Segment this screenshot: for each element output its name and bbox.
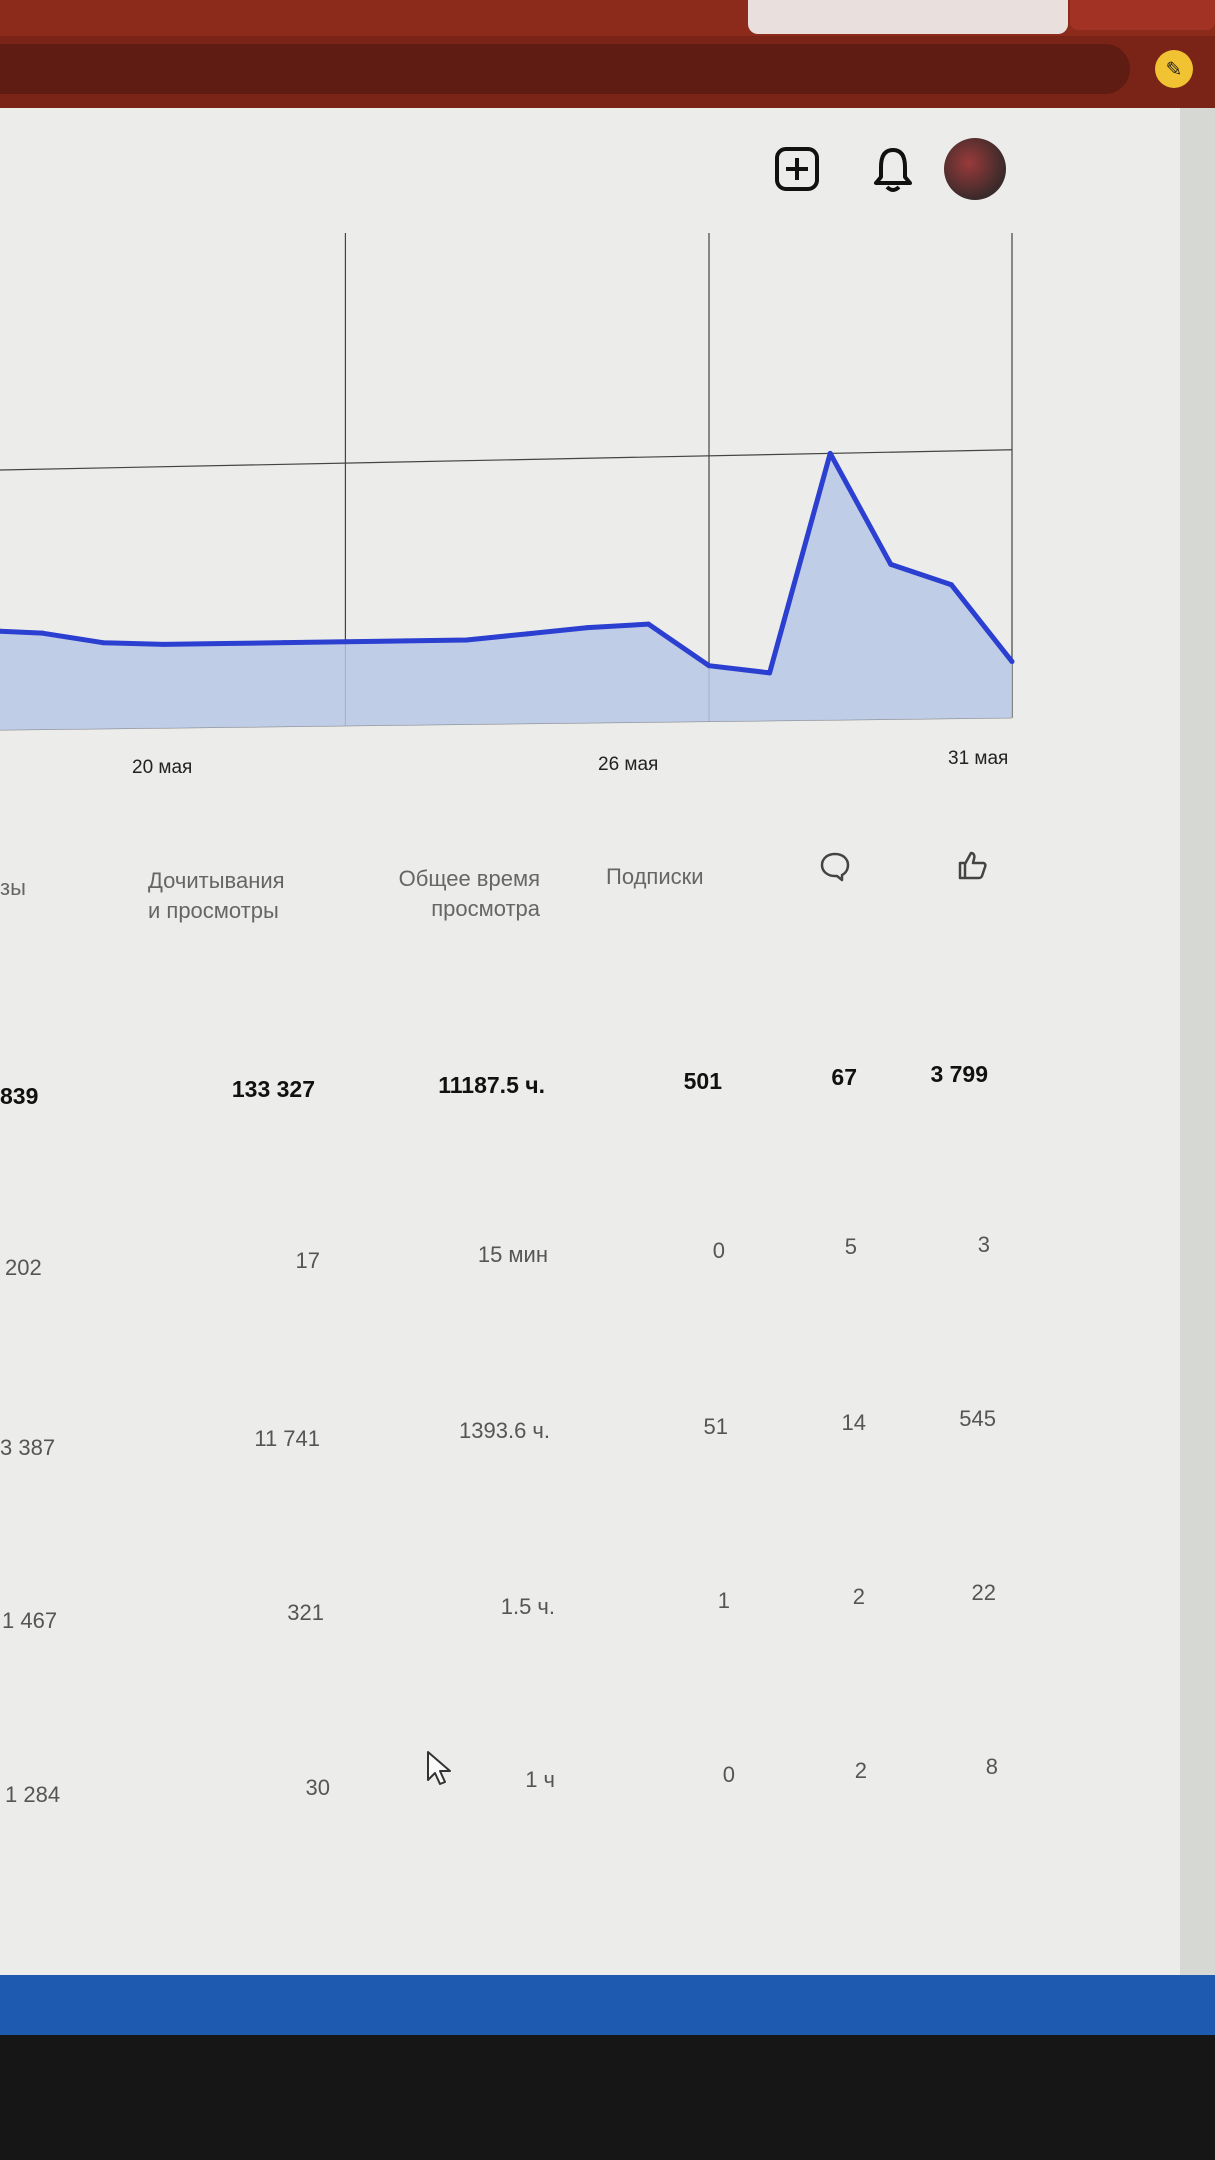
data-point xyxy=(645,621,651,627)
cell-comments: 2 xyxy=(854,1758,867,1783)
cell-reads: 17 xyxy=(295,1248,320,1273)
total-views: 839 xyxy=(0,1083,39,1109)
mouse-cursor-icon xyxy=(425,1750,453,1793)
x-tick-label: 20 мая xyxy=(132,757,193,778)
cell-time: 15 мин xyxy=(477,1242,548,1267)
x-tick-label: 26 мая xyxy=(598,754,659,775)
cell-subs: 1 xyxy=(717,1588,730,1613)
data-point xyxy=(0,628,3,634)
data-point xyxy=(888,561,894,567)
column-header-line: просмотра xyxy=(431,896,540,921)
cell-reads: 30 xyxy=(305,1775,330,1800)
total-time: 11187.5 ч. xyxy=(438,1072,545,1098)
page-edge xyxy=(1180,108,1215,1978)
thumbs-up-icon[interactable] xyxy=(945,838,999,892)
data-point xyxy=(161,641,167,647)
data-point xyxy=(767,670,773,676)
os-taskbar xyxy=(0,1975,1215,2035)
cell-reads: 11 741 xyxy=(254,1426,320,1451)
total-likes: 3 799 xyxy=(930,1061,988,1087)
data-point xyxy=(282,640,288,646)
cell-views: 1 467 xyxy=(2,1608,58,1633)
data-point xyxy=(221,641,227,647)
cell-views: 3 387 xyxy=(0,1435,56,1460)
data-point xyxy=(706,663,712,669)
column-header-views[interactable]: зы xyxy=(0,875,26,900)
total-reads: 133 327 xyxy=(231,1076,315,1102)
chart-svg xyxy=(0,233,1015,731)
avatar[interactable] xyxy=(944,138,1006,200)
cell-reads: 321 xyxy=(287,1600,324,1625)
cell-views: 202 xyxy=(5,1255,42,1280)
column-header-line: и просмотры xyxy=(148,898,279,923)
x-tick-label: 31 мая xyxy=(948,748,1009,769)
cell-time: 1 ч xyxy=(525,1767,555,1792)
series-area-fill xyxy=(0,453,1012,730)
comment-icon[interactable] xyxy=(808,840,862,894)
gridline-horizontal xyxy=(0,449,1013,471)
data-point xyxy=(1009,659,1015,665)
cell-subs: 0 xyxy=(722,1762,735,1787)
column-header-line: Общее время xyxy=(398,866,540,891)
data-point xyxy=(524,631,530,637)
total-subs: 501 xyxy=(683,1068,722,1094)
data-point xyxy=(342,639,348,645)
cell-subs: 0 xyxy=(712,1238,725,1263)
cell-likes: 545 xyxy=(959,1406,996,1431)
data-point xyxy=(39,630,45,636)
bell-icon[interactable] xyxy=(866,142,920,196)
address-bar[interactable] xyxy=(0,44,1130,94)
data-point xyxy=(948,582,954,588)
cell-likes: 3 xyxy=(977,1232,990,1257)
cell-likes: 22 xyxy=(971,1580,996,1605)
browser-top-bar: ✎ xyxy=(0,0,1215,108)
cell-views: 1 284 xyxy=(5,1782,61,1807)
series-line xyxy=(0,450,1014,676)
data-point xyxy=(464,637,470,643)
data-point xyxy=(585,625,591,631)
monitor-bezel xyxy=(0,2035,1215,2160)
cell-likes: 8 xyxy=(985,1754,998,1779)
cell-time: 1.5 ч. xyxy=(500,1594,555,1619)
extension-icon[interactable]: ✎ xyxy=(1155,50,1193,88)
column-header-line: Дочитывания xyxy=(148,868,285,893)
views-chart xyxy=(0,220,1215,810)
total-comments: 67 xyxy=(831,1064,857,1090)
data-point xyxy=(827,450,833,456)
column-header-time[interactable]: Общее время просмотра xyxy=(380,864,540,924)
cell-time: 1393.6 ч. xyxy=(459,1418,550,1443)
cell-subs: 51 xyxy=(703,1414,728,1439)
browser-tab-active[interactable] xyxy=(748,0,1068,34)
browser-tab[interactable] xyxy=(1070,0,1215,30)
column-header-reads[interactable]: Дочитывания и просмотры xyxy=(148,866,285,926)
cell-comments: 2 xyxy=(852,1584,865,1609)
plus-square-icon[interactable] xyxy=(770,142,824,196)
data-point xyxy=(403,638,409,644)
cell-comments: 5 xyxy=(844,1234,857,1259)
cell-comments: 14 xyxy=(841,1410,866,1435)
column-header-subs[interactable]: Подписки xyxy=(606,864,704,889)
data-point xyxy=(100,640,106,646)
